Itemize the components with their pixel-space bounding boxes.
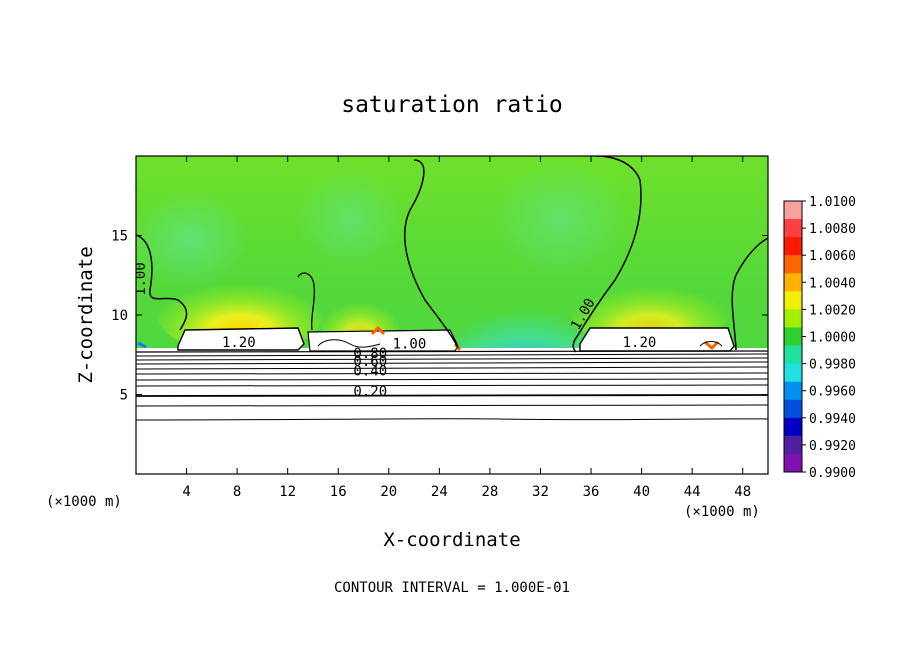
contour-line	[136, 418, 768, 421]
cloud-region-left	[177, 327, 305, 351]
x-tick-label: 12	[279, 484, 296, 500]
colorbar-swatch	[784, 363, 802, 383]
x-axis-label: X-coordinate	[383, 529, 520, 551]
edge-mark	[370, 325, 386, 336]
contour-line	[136, 384, 768, 387]
contour-line	[699, 341, 723, 347]
contour-line	[136, 366, 768, 370]
y-axis-ticks: 5 10 15	[111, 229, 768, 404]
y-axis-label: Z-coordinate	[75, 246, 97, 383]
x-unit-left: (×1000 m)	[46, 494, 122, 510]
contour-line	[297, 272, 316, 331]
colorbar-swatch	[784, 255, 802, 274]
colorbar-swatch	[784, 381, 802, 401]
contour-label: 1.00	[393, 336, 427, 352]
x-unit-right: (×1000 m)	[684, 504, 760, 520]
colorbar-swatch	[784, 399, 802, 419]
contour-interval-note: CONTOUR INTERVAL = 1.000E-01	[334, 580, 570, 596]
colorbar-label: 0.9900	[809, 466, 856, 481]
contour-label: 0.60	[353, 354, 387, 370]
contour-line	[136, 361, 768, 365]
colorbar-swatch	[784, 219, 802, 238]
plot-area: 1.001.200.800.600.400.201.001.001.20	[133, 156, 768, 474]
y-tick-label: 10	[111, 308, 128, 324]
colorbar-label: 1.0000	[809, 331, 856, 346]
x-tick-label: 36	[583, 484, 600, 500]
colorbar-swatch	[784, 453, 802, 473]
cyan-region-left	[136, 190, 250, 290]
colorbar-label: 0.9940	[809, 412, 856, 427]
colorbar-label: 0.9960	[809, 385, 856, 400]
contour-line	[731, 237, 768, 351]
colorbar-label: 0.9980	[809, 358, 856, 373]
colorbar-swatch	[784, 201, 802, 220]
contour-line	[136, 234, 188, 331]
cyan-region-mid	[295, 170, 405, 270]
x-tick-label: 40	[633, 484, 650, 500]
colorbar-swatch	[784, 237, 802, 256]
contour-label: 1.20	[222, 335, 256, 351]
colorbar-label: 0.9920	[809, 439, 856, 454]
x-tick-label: 24	[431, 484, 448, 500]
contour-line	[136, 357, 768, 361]
colorbar-label: 1.0060	[809, 249, 856, 264]
x-tick-label: 48	[734, 484, 751, 500]
contour-label: 0.20	[353, 384, 387, 400]
contour-line	[136, 394, 768, 397]
contour-lines	[136, 156, 768, 421]
contour-line	[317, 339, 381, 348]
colorbar-label: 1.0040	[809, 276, 856, 291]
colorbar-label: 1.0020	[809, 303, 856, 318]
x-axis-ticks: 4 8 12 16 20 24 28 32 36 40 44 48	[182, 156, 751, 500]
contour-line	[136, 372, 768, 375]
y-tick-label: 15	[111, 229, 128, 245]
contour-label: 0.80	[353, 346, 387, 362]
x-tick-label: 20	[380, 484, 397, 500]
colorbar: 1.0100 1.0080 1.0060 1.0040 1.0020 1.0000 0.99…	[783, 195, 856, 481]
colorbar-swatch	[784, 273, 802, 292]
chart-title: saturation ratio	[341, 92, 563, 118]
contour-line	[136, 378, 768, 381]
contour-label: 0.40	[353, 363, 387, 379]
y-tick-label: 5	[120, 388, 128, 404]
colorbar-swatch	[784, 327, 802, 347]
x-tick-label: 32	[532, 484, 549, 500]
cloud-region-center	[307, 329, 459, 352]
colorbar-swatch	[784, 435, 802, 455]
x-tick-label: 4	[182, 484, 190, 500]
colorbar-label: 1.0100	[809, 195, 856, 210]
edge-mark	[137, 341, 147, 349]
contour-label: 1.00	[133, 262, 149, 296]
colorbar-label: 1.0080	[809, 222, 856, 237]
cyan-region-right	[490, 160, 630, 280]
contour-line	[572, 156, 642, 353]
x-tick-label: 28	[481, 484, 498, 500]
edge-mark	[704, 340, 720, 351]
colorbar-swatch	[784, 345, 802, 365]
colorbar-swatch	[784, 417, 802, 437]
contour-line	[403, 159, 459, 349]
colorbar-swatch	[784, 309, 802, 328]
contour-line	[136, 350, 768, 353]
colorbar-swatch	[784, 291, 802, 310]
contour-label: 1.20	[623, 335, 657, 351]
x-tick-label: 44	[684, 484, 701, 500]
x-tick-label: 16	[330, 484, 347, 500]
contour-line	[136, 353, 768, 357]
x-tick-label: 8	[233, 484, 241, 500]
contour-line	[136, 404, 768, 407]
